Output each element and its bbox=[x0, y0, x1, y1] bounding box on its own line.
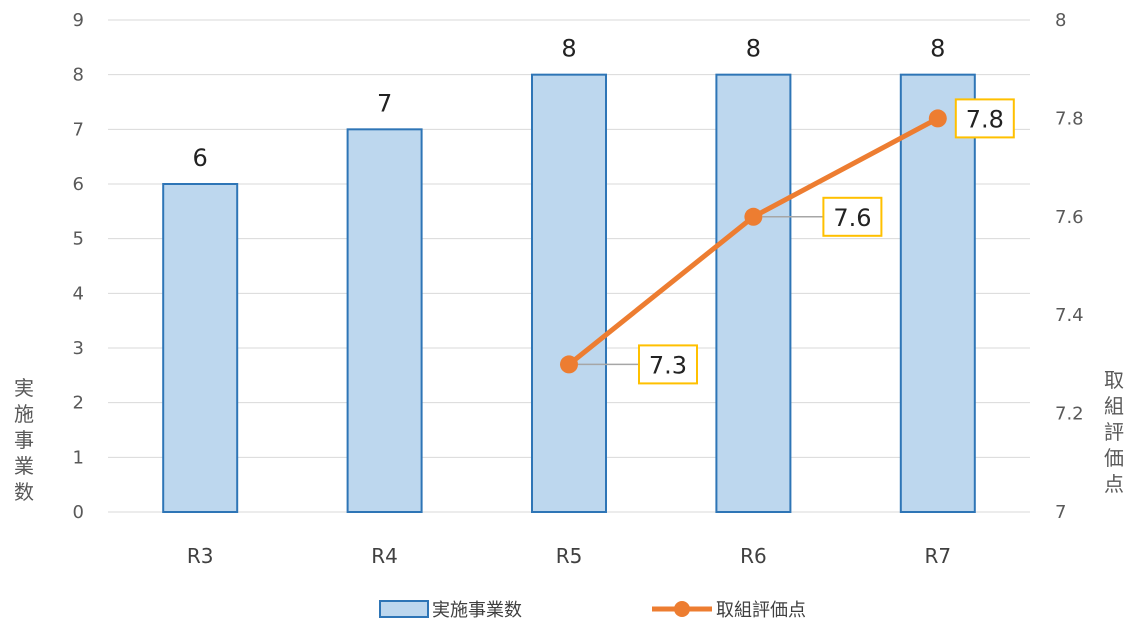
bar bbox=[346, 128, 423, 513]
left-tick-label: 1 bbox=[73, 447, 84, 468]
left-tick-label: 5 bbox=[73, 229, 84, 250]
left-tick-label: 0 bbox=[73, 502, 84, 523]
left-tick-label: 4 bbox=[73, 283, 84, 304]
right-axis-ticks: 7 7.2 7.4 7.6 7.8 8 bbox=[1055, 10, 1084, 523]
legend-line-marker bbox=[674, 601, 690, 617]
line-data-label: 7.3 bbox=[649, 351, 687, 379]
legend-line-label: 取組評価点 bbox=[716, 600, 806, 621]
bar bbox=[715, 73, 792, 514]
category-label: R4 bbox=[371, 544, 398, 568]
category-label: R3 bbox=[187, 544, 214, 568]
line-data-label: 7.8 bbox=[966, 105, 1004, 133]
left-tick-label: 7 bbox=[73, 119, 84, 140]
left-tick-label: 8 bbox=[73, 65, 84, 86]
category-label: R7 bbox=[924, 544, 951, 568]
right-tick-label: 8 bbox=[1055, 10, 1066, 31]
line-label-box bbox=[822, 196, 883, 237]
bar-data-label: 8 bbox=[746, 35, 761, 63]
left-axis-title: 実施事業数 bbox=[14, 376, 34, 504]
right-tick-label: 7.6 bbox=[1055, 207, 1084, 228]
line-label-box bbox=[954, 98, 1015, 139]
legend: 実施事業数 取組評価点 bbox=[379, 600, 806, 621]
left-tick-label: 6 bbox=[73, 174, 84, 195]
bar-series: 6 7 8 8 8 bbox=[162, 35, 976, 514]
bar bbox=[531, 73, 607, 514]
bar bbox=[899, 73, 976, 514]
category-labels: R3 R4 R5 R6 R7 bbox=[187, 544, 951, 568]
line-label-box bbox=[638, 344, 698, 385]
category-label: R6 bbox=[740, 544, 767, 568]
legend-bar-swatch bbox=[379, 600, 429, 618]
left-tick-label: 9 bbox=[73, 10, 84, 31]
legend-bar-label: 実施事業数 bbox=[432, 600, 522, 621]
right-tick-label: 7 bbox=[1055, 502, 1066, 523]
line-point bbox=[928, 109, 947, 128]
right-tick-label: 7.4 bbox=[1055, 305, 1084, 326]
right-axis-title: 取組評価点 bbox=[1104, 368, 1124, 496]
left-tick-label: 3 bbox=[73, 338, 84, 359]
bar-data-label: 6 bbox=[193, 144, 208, 172]
bar bbox=[162, 183, 239, 513]
bar-data-label: 7 bbox=[377, 89, 392, 117]
right-tick-label: 7.2 bbox=[1055, 404, 1084, 425]
line-series: 7.3 7.6 7.8 bbox=[560, 98, 1015, 385]
right-tick-label: 7.8 bbox=[1055, 108, 1084, 129]
bar-data-label: 8 bbox=[930, 35, 945, 63]
line-data-label: 7.6 bbox=[833, 204, 871, 232]
line-point bbox=[560, 355, 578, 374]
bar-data-label: 8 bbox=[561, 35, 576, 63]
category-label: R5 bbox=[556, 544, 583, 568]
line-point bbox=[744, 207, 763, 226]
left-tick-label: 2 bbox=[73, 393, 84, 414]
left-axis-ticks: 0 1 2 3 4 5 6 7 8 9 bbox=[73, 10, 84, 523]
